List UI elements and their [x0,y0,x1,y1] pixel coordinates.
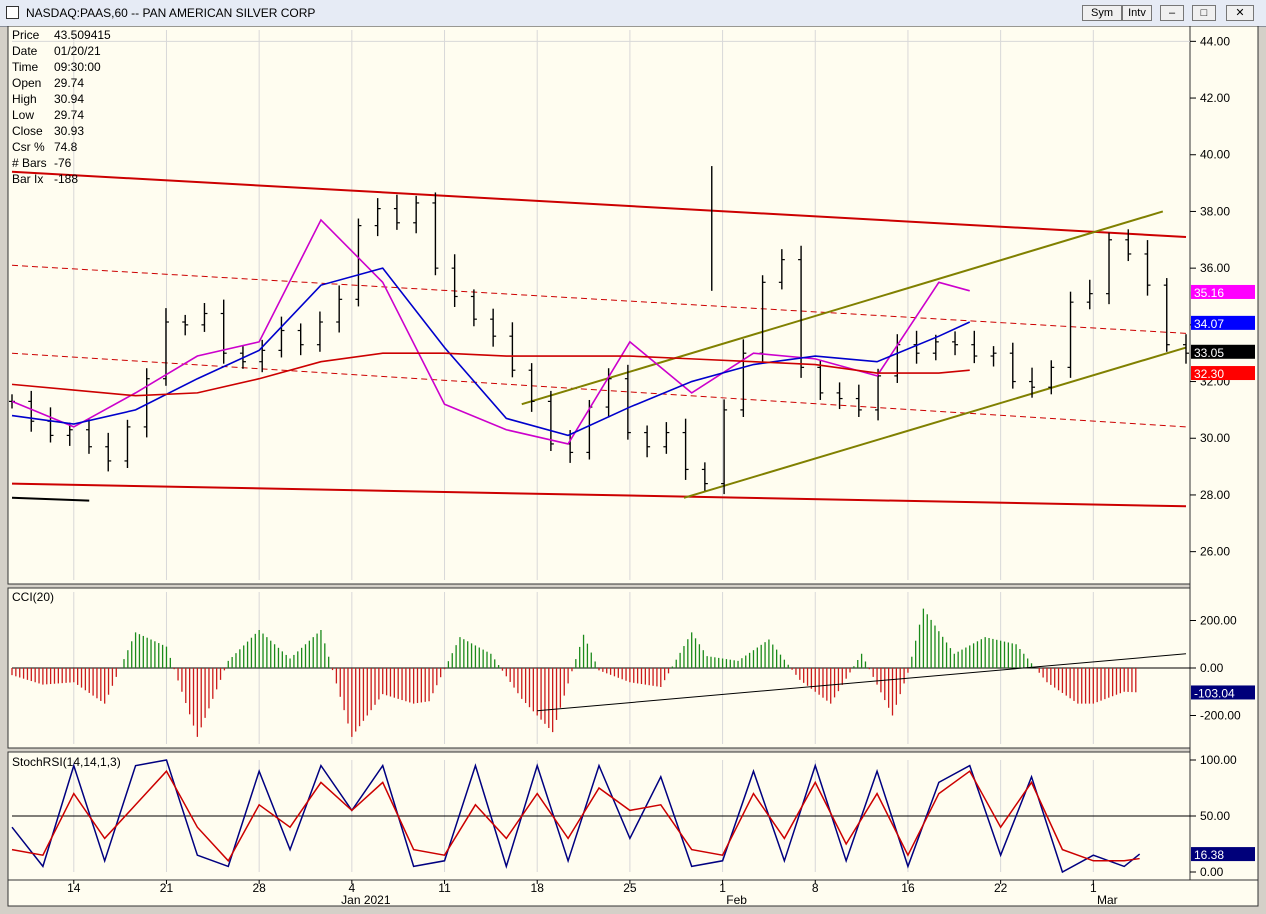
price-y-tick-label: 30.00 [1200,431,1230,445]
x-axis-bg [7,879,1259,907]
stochrsi-last-label: 16.38 [1194,848,1224,862]
price-panel-bg [7,26,1191,585]
x-tick-label: 1 [1090,881,1097,895]
x-month-label: Feb [726,893,747,907]
price-y-tick-label: 28.00 [1200,488,1230,502]
price-y-tick-label: 36.00 [1200,261,1230,275]
trendline [11,352,1187,428]
info-value: 30.94 [54,92,84,106]
title-bar[interactable]: NASDAQ:PAAS,60 -- PAN AMERICAN SILVER CO… [0,0,1266,27]
info-label: Date [12,44,38,58]
trendline [11,496,90,502]
moving-average-line [11,267,971,437]
info-label: Time [12,60,39,74]
info-value: 43.509415 [54,28,111,42]
info-label: Low [12,108,34,122]
trendline [683,346,1187,499]
cci-last-label: -103.04 [1194,686,1235,700]
price-y-tick-label: 26.00 [1200,545,1230,559]
cci-trendline [537,653,1187,712]
price-y-tick-label: 40.00 [1200,148,1230,162]
minimize-icon: – [1168,7,1176,19]
price-tag [1191,344,1255,359]
x-tick-label: 4 [348,881,355,895]
x-tick-label: 21 [160,881,174,895]
x-tick-label: 14 [67,881,81,895]
info-label: Price [12,28,40,42]
info-panel: Price 43.509415 Date 01/20/21 Time 09:30:00 Op… [12,28,111,186]
info-value: 30.93 [54,124,84,138]
price-tag [1191,284,1255,299]
x-tick-label: 8 [812,881,819,895]
stochrsi-line [11,769,1140,863]
symlink-button[interactable]: Sym [1082,5,1122,21]
cci-panel: CCI(20) -200.00 0.00 200.00 -103.04 [11,590,1255,737]
trendline [521,210,1164,406]
x-tick-label: 1 [719,881,726,895]
x-month-label: Mar [1097,893,1118,907]
stochrsi-title: StochRSI(14,14,1,3) [12,755,121,769]
stock-chart[interactable]: 26.0028.0030.0032.0034.0036.0038.0040.00… [0,26,1266,914]
price-y-tick-label: 42.00 [1200,91,1230,105]
moving-average-line [11,352,970,397]
maximize-button[interactable]: □ [1192,5,1216,21]
x-tick-label: 22 [994,881,1008,895]
stochrsi-y-tick-label: 0.00 [1200,865,1224,879]
info-label: High [12,92,37,106]
info-value: 29.74 [54,76,84,90]
chart-frame [7,26,1259,907]
minimize-button[interactable]: – [1160,5,1184,21]
close-button[interactable]: ✕ [1226,5,1254,21]
symlink-label: Sym [1091,7,1113,19]
info-value: 09:30:00 [54,60,101,74]
cci-last-tag [1191,685,1255,700]
info-label: Open [12,76,41,90]
info-label: Close [12,124,43,138]
stochrsi-y-tick-label: 100.00 [1200,753,1237,767]
price-y-tick-label: 44.00 [1200,34,1230,48]
x-tick-label: 11 [438,881,451,895]
x-tick-label: 18 [531,881,545,895]
price-tag-label: 33.05 [1194,346,1224,360]
x-month-label: Jan 2021 [341,893,391,907]
price-tag-label: 32.30 [1194,367,1224,381]
maximize-icon: □ [1200,7,1208,19]
info-value: 29.74 [54,108,84,122]
trendline [11,170,1187,238]
cci-y-tick-label: 200.00 [1200,614,1237,628]
info-value: -188 [54,172,78,186]
price-tag [1191,315,1255,330]
price-panel: 26.0028.0030.0032.0034.0036.0038.0040.00… [9,30,1255,872]
info-value: 01/20/21 [54,44,101,58]
cci-y-tick-label: -200.00 [1200,709,1241,723]
info-label: # Bars [12,156,47,170]
cci-title: CCI(20) [12,590,54,604]
info-label: Bar Ix [12,172,43,186]
info-value: -76 [54,156,72,170]
info-label: Csr % [12,140,45,154]
price-y-tick-label: 38.00 [1200,204,1230,218]
stochrsi-y-tick-label: 50.00 [1200,809,1230,823]
chart-window-icon [6,6,19,19]
stochrsi-last-tag [1191,847,1255,862]
stochrsi-panel: StochRSI(14,14,1,3) 0.00 50.00 100.00 16.38 [11,753,1255,879]
x-tick-label: 16 [901,881,915,895]
price-tag [1191,366,1255,381]
close-icon: ✕ [1235,7,1245,19]
info-value: 74.8 [54,140,78,154]
x-tick-label: 28 [252,881,266,895]
trendline [11,264,1187,334]
moving-average-line [11,218,970,445]
window-title: NASDAQ:PAAS,60 -- PAN AMERICAN SILVER CO… [26,6,316,20]
interval-label: Intv [1128,7,1146,19]
price-tag-label: 35.16 [1194,286,1224,300]
interval-button[interactable]: Intv [1122,5,1152,21]
trendline [11,482,1187,508]
x-tick-label: 25 [623,881,637,895]
cci-y-tick-label: 0.00 [1200,661,1224,675]
price-tag-label: 34.07 [1194,317,1224,331]
